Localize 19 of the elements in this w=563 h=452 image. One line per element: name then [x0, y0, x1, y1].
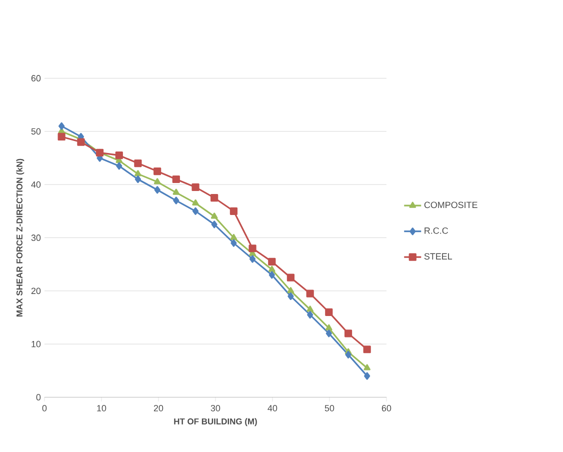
y-tick-label: 20 — [31, 288, 41, 294]
legend-label: COMPOSITE — [424, 202, 478, 208]
y-tick-label: 0 — [36, 394, 41, 400]
x-axis-title: HT OF BUILDING (M) — [174, 418, 257, 426]
legend-label: STEEL — [424, 253, 452, 260]
x-tick-label: 50 — [324, 404, 334, 412]
x-tick-label: 40 — [268, 404, 278, 412]
x-tick-label: 30 — [210, 404, 220, 412]
y-tick-label: 50 — [31, 128, 41, 135]
x-tick-label: 60 — [382, 404, 392, 412]
x-tick-label: 20 — [154, 404, 164, 412]
y-tick-label: 40 — [31, 181, 41, 188]
y-tick-label: 60 — [31, 75, 41, 82]
x-tick-label: 10 — [97, 404, 106, 412]
y-axis-title: MAX SHEAR FORCE Z-DIRECTION (kN) — [16, 158, 24, 316]
y-tick-label: 10 — [32, 340, 41, 348]
y-tick-label: 30 — [31, 234, 41, 241]
legend-label: R.C.C — [424, 227, 448, 234]
x-tick-label: 0 — [42, 404, 47, 412]
